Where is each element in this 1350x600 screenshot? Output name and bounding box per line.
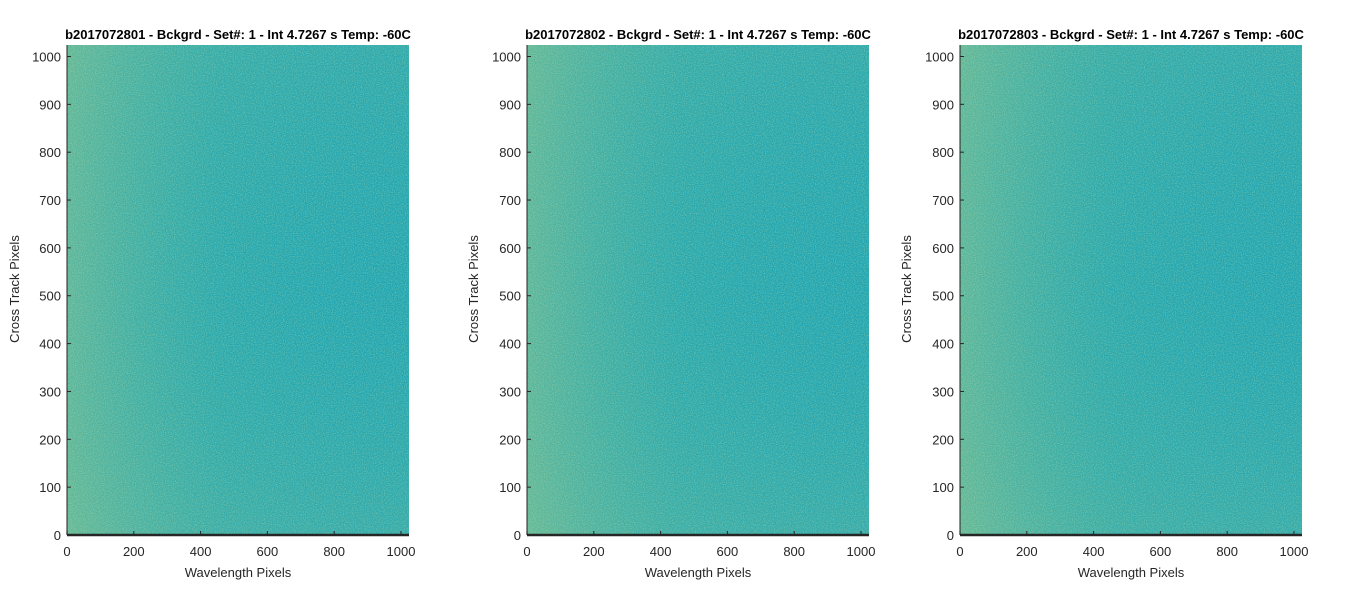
chart-title: b2017072802 - Bckgrd - Set#: 1 - Int 4.7… xyxy=(525,27,871,42)
x-axis: 0 200 400 600 800 1000 xyxy=(956,531,1308,559)
y-tick-label: 1000 xyxy=(32,49,61,64)
x-tick-label: 400 xyxy=(1083,544,1105,559)
y-axis: 0 100 200 300 400 500 600 700 800 900 1000 xyxy=(32,45,71,543)
heatmap-noise xyxy=(67,45,409,535)
y-tick-label: 900 xyxy=(499,97,521,112)
x-tick-label: 600 xyxy=(717,544,739,559)
plot-area xyxy=(960,45,1302,535)
y-axis-label: Cross Track Pixels xyxy=(466,235,481,343)
y-tick-label: 100 xyxy=(39,480,61,495)
x-axis-label: Wavelength Pixels xyxy=(185,565,292,580)
y-tick-label: 900 xyxy=(39,97,61,112)
y-tick-label: 500 xyxy=(39,289,61,304)
y-tick-label: 500 xyxy=(932,289,954,304)
x-axis-label: Wavelength Pixels xyxy=(1078,565,1185,580)
x-tick-label: 400 xyxy=(650,544,672,559)
y-tick-label: 200 xyxy=(39,432,61,447)
y-tick-label: 900 xyxy=(932,97,954,112)
x-tick-label: 400 xyxy=(190,544,212,559)
x-tick-label: 800 xyxy=(1216,544,1238,559)
x-tick-label: 800 xyxy=(323,544,345,559)
panel-2: b2017072802 - Bckgrd - Set#: 1 - Int 4.7… xyxy=(466,27,875,580)
x-tick-label: 800 xyxy=(783,544,805,559)
y-tick-label: 400 xyxy=(39,337,61,352)
y-tick-label: 700 xyxy=(932,193,954,208)
plot-area xyxy=(527,45,869,535)
y-tick-label: 0 xyxy=(947,528,954,543)
x-tick-label: 1000 xyxy=(1280,544,1309,559)
y-tick-label: 500 xyxy=(499,289,521,304)
x-tick-label: 600 xyxy=(1150,544,1172,559)
y-axis: 0 100 200 300 400 500 600 700 800 900 1000 xyxy=(925,45,964,543)
y-tick-label: 1000 xyxy=(492,49,521,64)
chart-title: b2017072801 - Bckgrd - Set#: 1 - Int 4.7… xyxy=(65,27,411,42)
x-tick-label: 0 xyxy=(956,544,963,559)
panel-3: b2017072803 - Bckgrd - Set#: 1 - Int 4.7… xyxy=(899,27,1308,580)
y-tick-label: 100 xyxy=(932,480,954,495)
y-tick-label: 200 xyxy=(499,432,521,447)
y-tick-label: 800 xyxy=(932,145,954,160)
x-axis: 0 200 400 600 800 1000 xyxy=(523,531,875,559)
y-axis-label: Cross Track Pixels xyxy=(899,235,914,343)
y-tick-label: 600 xyxy=(932,241,954,256)
y-tick-label: 0 xyxy=(514,528,521,543)
panel-1: b2017072801 - Bckgrd - Set#: 1 - Int 4.7… xyxy=(7,27,415,580)
y-tick-label: 300 xyxy=(499,384,521,399)
x-tick-label: 200 xyxy=(123,544,145,559)
y-tick-label: 200 xyxy=(932,432,954,447)
x-tick-label: 200 xyxy=(1016,544,1038,559)
y-tick-label: 600 xyxy=(39,241,61,256)
y-tick-label: 300 xyxy=(932,384,954,399)
y-tick-label: 0 xyxy=(54,528,61,543)
x-tick-label: 0 xyxy=(523,544,530,559)
chart-title: b2017072803 - Bckgrd - Set#: 1 - Int 4.7… xyxy=(958,27,1304,42)
y-tick-label: 1000 xyxy=(925,49,954,64)
y-tick-label: 400 xyxy=(932,337,954,352)
y-tick-label: 800 xyxy=(499,145,521,160)
x-tick-label: 200 xyxy=(583,544,605,559)
y-axis-label: Cross Track Pixels xyxy=(7,235,22,343)
y-tick-label: 700 xyxy=(499,193,521,208)
x-tick-label: 1000 xyxy=(387,544,416,559)
y-tick-label: 800 xyxy=(39,145,61,160)
x-axis-label: Wavelength Pixels xyxy=(645,565,752,580)
x-axis: 0 200 400 600 800 1000 xyxy=(63,531,415,559)
y-tick-label: 100 xyxy=(499,480,521,495)
plot-area xyxy=(67,45,409,535)
y-axis: 0 100 200 300 400 500 600 700 800 900 1000 xyxy=(492,45,531,543)
heatmap-noise xyxy=(960,45,1302,535)
x-tick-label: 0 xyxy=(63,544,70,559)
y-tick-label: 700 xyxy=(39,193,61,208)
heatmap-noise xyxy=(527,45,869,535)
y-tick-label: 400 xyxy=(499,337,521,352)
y-tick-label: 600 xyxy=(499,241,521,256)
y-tick-label: 300 xyxy=(39,384,61,399)
x-tick-label: 1000 xyxy=(847,544,876,559)
x-tick-label: 600 xyxy=(257,544,279,559)
